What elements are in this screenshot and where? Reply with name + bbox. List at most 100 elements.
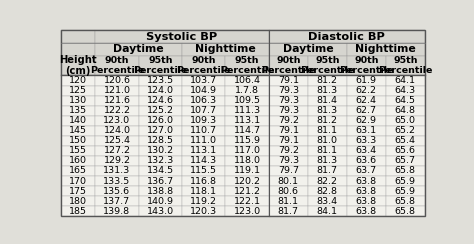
Bar [269,166,308,176]
Bar [95,75,138,86]
Text: 120: 120 [69,76,87,85]
Bar [347,186,386,196]
Bar [308,75,347,86]
Bar [386,206,425,216]
Bar [182,56,226,75]
Text: 116.8: 116.8 [190,177,217,185]
Bar [138,126,182,136]
Text: 110.7: 110.7 [190,126,217,135]
Text: 125.2: 125.2 [147,106,174,115]
Bar [61,43,95,56]
Text: 150: 150 [69,136,87,145]
Bar [182,176,226,186]
Text: 129.2: 129.2 [103,156,130,165]
Bar [386,176,425,186]
Text: 103.7: 103.7 [190,76,217,85]
Text: 137.7: 137.7 [103,197,130,206]
Bar [269,96,308,106]
Text: 180: 180 [69,197,87,206]
Text: 79.3: 79.3 [278,86,299,95]
Text: 120.3: 120.3 [190,207,217,216]
Bar [347,166,386,176]
Text: 95th
Percentile: 95th Percentile [378,56,432,75]
Bar [138,136,182,146]
Text: 63.8: 63.8 [356,177,377,185]
Bar [386,166,425,176]
Text: 117.0: 117.0 [234,146,261,155]
Bar [138,186,182,196]
Text: 123.0: 123.0 [103,116,130,125]
Bar [95,156,138,166]
Text: 79.1: 79.1 [278,76,299,85]
Bar [182,196,226,206]
Bar [138,75,182,86]
Text: 90th
Percentile: 90th Percentile [90,56,144,75]
Bar [386,126,425,136]
Bar [138,86,182,96]
Text: 81.7: 81.7 [317,166,338,175]
Bar [95,106,138,116]
Text: 80.1: 80.1 [278,177,299,185]
Bar [308,116,347,126]
Text: 62.2: 62.2 [356,86,377,95]
Bar [138,156,182,166]
Bar [347,106,386,116]
Bar [347,206,386,216]
Bar [138,116,182,126]
Text: 135: 135 [69,106,87,115]
Bar [138,106,182,116]
Bar [347,146,386,156]
Text: 143.0: 143.0 [147,207,174,216]
Bar [308,86,347,96]
Text: 81.2: 81.2 [317,76,338,85]
Text: 64.8: 64.8 [395,106,416,115]
Text: Nighttime: Nighttime [195,44,256,54]
Text: 90th
Percentile: 90th Percentile [339,56,393,75]
Bar [226,136,269,146]
Bar [386,86,425,96]
Bar [386,186,425,196]
Text: Daytime: Daytime [113,44,164,54]
Bar [138,166,182,176]
Text: 65.9: 65.9 [395,187,416,196]
Text: Systolic BP: Systolic BP [146,32,218,42]
Bar [308,56,347,75]
Text: 145: 145 [69,126,87,135]
Text: 107.7: 107.7 [190,106,217,115]
Bar [61,146,95,156]
Bar [386,75,425,86]
Text: 62.7: 62.7 [356,106,377,115]
Bar [308,206,347,216]
Text: 113.1: 113.1 [190,146,217,155]
Bar [269,156,308,166]
Bar [269,56,308,75]
Bar [308,196,347,206]
Bar [138,176,182,186]
Bar [138,56,182,75]
Bar [95,43,182,56]
Bar [308,166,347,176]
Text: 81.7: 81.7 [278,207,299,216]
Bar [182,116,226,126]
Bar [347,176,386,186]
Text: 126.0: 126.0 [147,116,174,125]
Text: 175: 175 [69,187,87,196]
Text: 160: 160 [69,156,87,165]
Text: 79.7: 79.7 [278,166,299,175]
Text: 115.5: 115.5 [190,166,217,175]
Bar [61,206,95,216]
Bar [386,56,425,75]
Text: 121.2: 121.2 [234,187,261,196]
Text: 139.8: 139.8 [103,207,130,216]
Text: 81.1: 81.1 [278,197,299,206]
Text: 125.4: 125.4 [103,136,130,145]
Text: 83.4: 83.4 [317,197,338,206]
Text: 61.9: 61.9 [356,76,377,85]
Bar [61,116,95,126]
Bar [95,96,138,106]
Bar [347,43,425,56]
Text: 134.5: 134.5 [147,166,174,175]
Bar [269,106,308,116]
Bar [95,30,269,43]
Bar [95,166,138,176]
